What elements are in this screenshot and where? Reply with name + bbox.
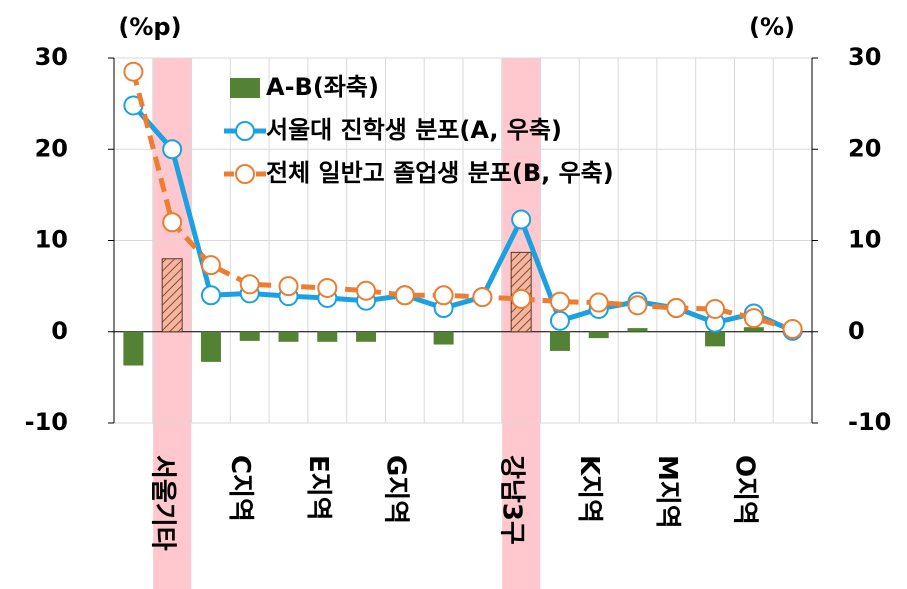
marker <box>782 319 803 340</box>
bar <box>433 331 454 345</box>
y2-tick-label: -10 <box>848 408 891 436</box>
marker <box>200 285 221 306</box>
marker <box>200 255 221 276</box>
marker <box>123 61 144 82</box>
bar <box>278 331 299 342</box>
legend-marker <box>235 164 255 184</box>
legend-label: 서울대 진학생 분포(A, 우축) <box>266 116 562 144</box>
marker <box>743 308 764 329</box>
y-tick-label: -10 <box>25 408 68 436</box>
bar <box>317 331 338 342</box>
marker <box>278 276 299 297</box>
y-axis-label: (%p) <box>118 13 181 41</box>
marker <box>394 285 415 306</box>
y2-axis-label: (%) <box>749 13 795 41</box>
legend-label: A-B(좌축) <box>266 73 379 101</box>
x-tick-label: M지역 <box>652 455 682 529</box>
marker <box>549 291 570 312</box>
x-tick-label: C지역 <box>225 455 255 522</box>
bar <box>705 331 726 347</box>
marker <box>549 310 570 331</box>
legend-marker <box>235 121 255 141</box>
bar <box>239 331 260 341</box>
x-tick-label: O지역 <box>729 455 759 525</box>
y2-tick-label: 30 <box>848 43 881 71</box>
y-tick-label: 30 <box>35 43 68 71</box>
x-tick-label: 강남3구 <box>497 455 527 545</box>
bar <box>356 331 377 342</box>
y-tick-label: 10 <box>35 226 68 254</box>
marker <box>472 287 493 308</box>
x-tick-label: G지역 <box>380 455 410 524</box>
y-tick-label: 0 <box>51 317 68 345</box>
bar <box>588 331 609 339</box>
x-tick-label: 서울기타 <box>148 455 178 551</box>
bar <box>161 258 183 333</box>
bar <box>549 331 570 351</box>
y-tick-label: 20 <box>35 134 68 162</box>
marker <box>356 280 377 301</box>
marker <box>705 298 726 319</box>
marker <box>433 285 454 306</box>
marker <box>511 209 532 230</box>
x-tick-label: K지역 <box>574 455 604 523</box>
marker <box>666 298 687 319</box>
marker <box>162 139 183 160</box>
bar <box>123 331 144 366</box>
marker <box>511 288 532 309</box>
y2-tick-label: 10 <box>848 226 881 254</box>
x-tick-label: E지역 <box>303 455 333 521</box>
marker <box>162 212 183 233</box>
marker <box>317 277 338 298</box>
legend-label: 전체 일반고 졸업생 분포(B, 우축) <box>266 159 614 187</box>
marker <box>588 292 609 313</box>
marker <box>627 295 648 316</box>
legend-swatch <box>230 78 260 98</box>
y2-tick-label: 20 <box>848 134 881 162</box>
bar <box>743 327 764 332</box>
y2-tick-label: 0 <box>848 317 865 345</box>
bar <box>627 328 648 332</box>
bar <box>200 331 221 362</box>
marker <box>239 274 260 295</box>
